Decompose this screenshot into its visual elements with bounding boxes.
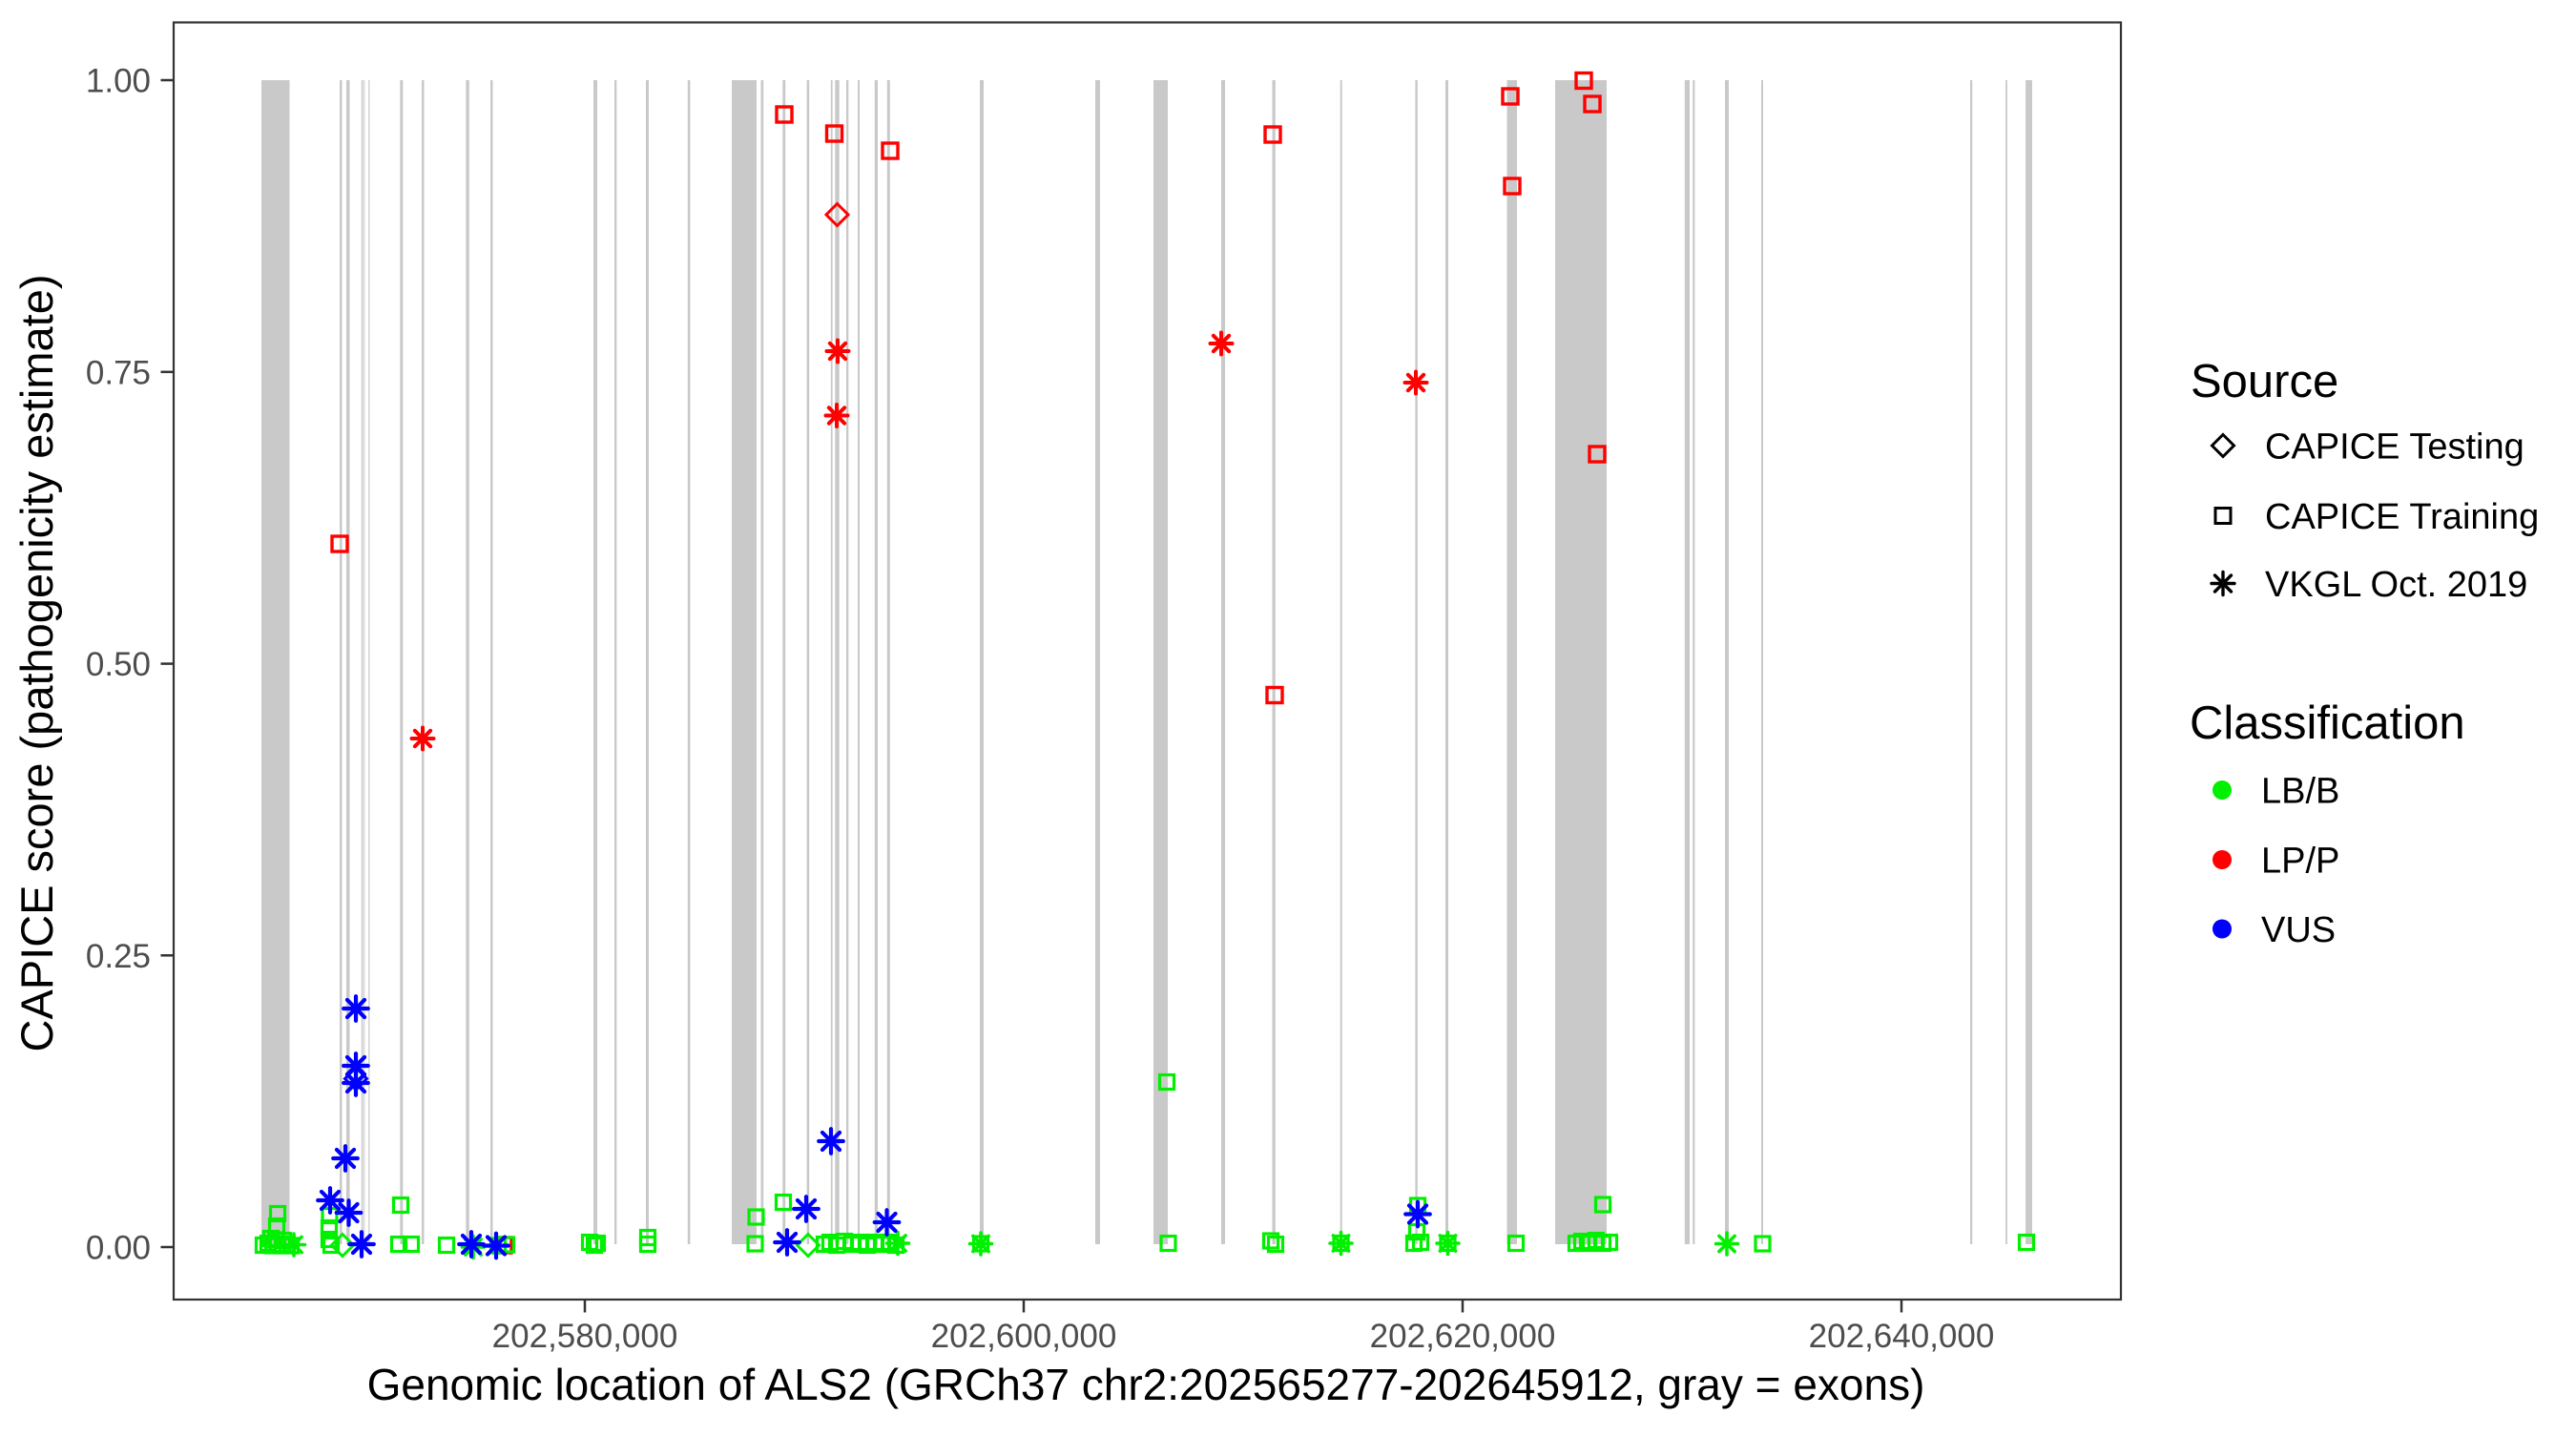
svg-text:202,580,000: 202,580,000 — [492, 1318, 678, 1355]
svg-text:0.50: 0.50 — [86, 646, 151, 683]
svg-text:CAPICE Training: CAPICE Training — [2265, 497, 2539, 537]
svg-text:Classification: Classification — [2190, 697, 2465, 749]
svg-text:0.00: 0.00 — [86, 1230, 151, 1267]
svg-text:VUS: VUS — [2261, 910, 2336, 950]
svg-text:VKGL Oct. 2019: VKGL Oct. 2019 — [2265, 565, 2527, 605]
svg-text:CAPICE score (pathogenicity es: CAPICE score (pathogenicity estimate) — [11, 275, 62, 1052]
svg-text:CAPICE Testing: CAPICE Testing — [2265, 427, 2524, 468]
svg-text:0.75: 0.75 — [86, 354, 151, 391]
svg-text:202,620,000: 202,620,000 — [1370, 1318, 1556, 1355]
svg-text:Genomic location of ALS2 (GRCh: Genomic location of ALS2 (GRCh37 chr2:20… — [367, 1360, 1925, 1409]
svg-text:Source: Source — [2191, 356, 2338, 407]
svg-text:202,640,000: 202,640,000 — [1809, 1318, 1995, 1355]
svg-text:LB/B: LB/B — [2261, 772, 2339, 812]
svg-text:202,600,000: 202,600,000 — [931, 1318, 1117, 1355]
svg-text:0.25: 0.25 — [86, 938, 151, 975]
svg-text:LP/P: LP/P — [2261, 842, 2339, 882]
svg-text:1.00: 1.00 — [86, 63, 151, 100]
